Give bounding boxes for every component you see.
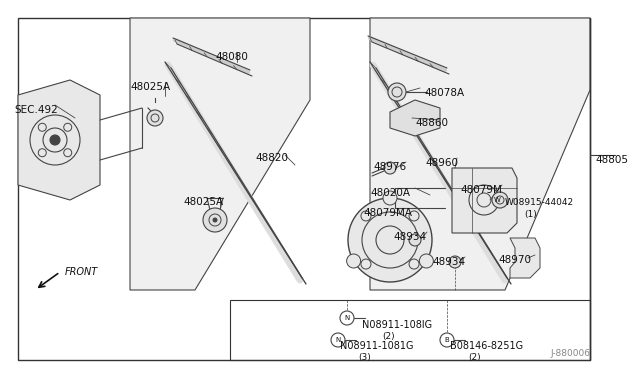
Circle shape (419, 254, 433, 268)
Text: 48020A: 48020A (370, 188, 410, 198)
Circle shape (213, 218, 217, 222)
Text: FRONT: FRONT (65, 267, 99, 277)
Text: 48976: 48976 (373, 162, 406, 172)
Text: 48934: 48934 (393, 232, 426, 242)
Circle shape (203, 208, 227, 232)
Text: (3): (3) (358, 353, 371, 362)
Text: 48080: 48080 (215, 52, 248, 62)
Text: 48860: 48860 (415, 118, 448, 128)
Text: (1): (1) (524, 210, 537, 219)
Polygon shape (130, 18, 310, 290)
Text: N08911-1081G: N08911-1081G (340, 341, 413, 351)
Text: 48820: 48820 (255, 153, 288, 163)
Text: N08911-108lG: N08911-108lG (362, 320, 432, 330)
Text: N: N (344, 315, 349, 321)
Text: 48025A: 48025A (183, 197, 223, 207)
Polygon shape (18, 80, 100, 200)
Polygon shape (510, 238, 540, 278)
Text: B: B (445, 337, 449, 343)
Bar (18, 18, 590, 360)
Circle shape (147, 110, 163, 126)
Polygon shape (390, 100, 440, 136)
Text: 48079MA: 48079MA (363, 208, 412, 218)
Text: 48970: 48970 (498, 255, 531, 265)
Polygon shape (370, 18, 590, 290)
Circle shape (409, 234, 421, 246)
Text: 48960: 48960 (425, 158, 458, 168)
Circle shape (50, 135, 60, 145)
Circle shape (492, 192, 508, 208)
Text: W08915-44042: W08915-44042 (505, 198, 574, 207)
Text: N: N (335, 337, 340, 343)
Circle shape (383, 191, 397, 205)
Circle shape (348, 198, 432, 282)
Circle shape (384, 162, 396, 174)
Text: 48025A: 48025A (130, 82, 170, 92)
Text: W: W (493, 197, 500, 203)
Text: 48805: 48805 (595, 155, 628, 165)
Text: B08146-8251G: B08146-8251G (450, 341, 523, 351)
Text: (2): (2) (468, 353, 481, 362)
Bar (230, 300, 590, 360)
Text: J-880006: J-880006 (550, 349, 590, 358)
Text: SEC.492: SEC.492 (14, 105, 58, 115)
Text: 48934: 48934 (432, 257, 465, 267)
Text: (2): (2) (382, 332, 395, 341)
Circle shape (388, 83, 406, 101)
Circle shape (449, 256, 461, 268)
Text: 48078A: 48078A (424, 88, 464, 98)
Polygon shape (452, 168, 517, 233)
Circle shape (347, 254, 360, 268)
Text: 48079M: 48079M (460, 185, 502, 195)
